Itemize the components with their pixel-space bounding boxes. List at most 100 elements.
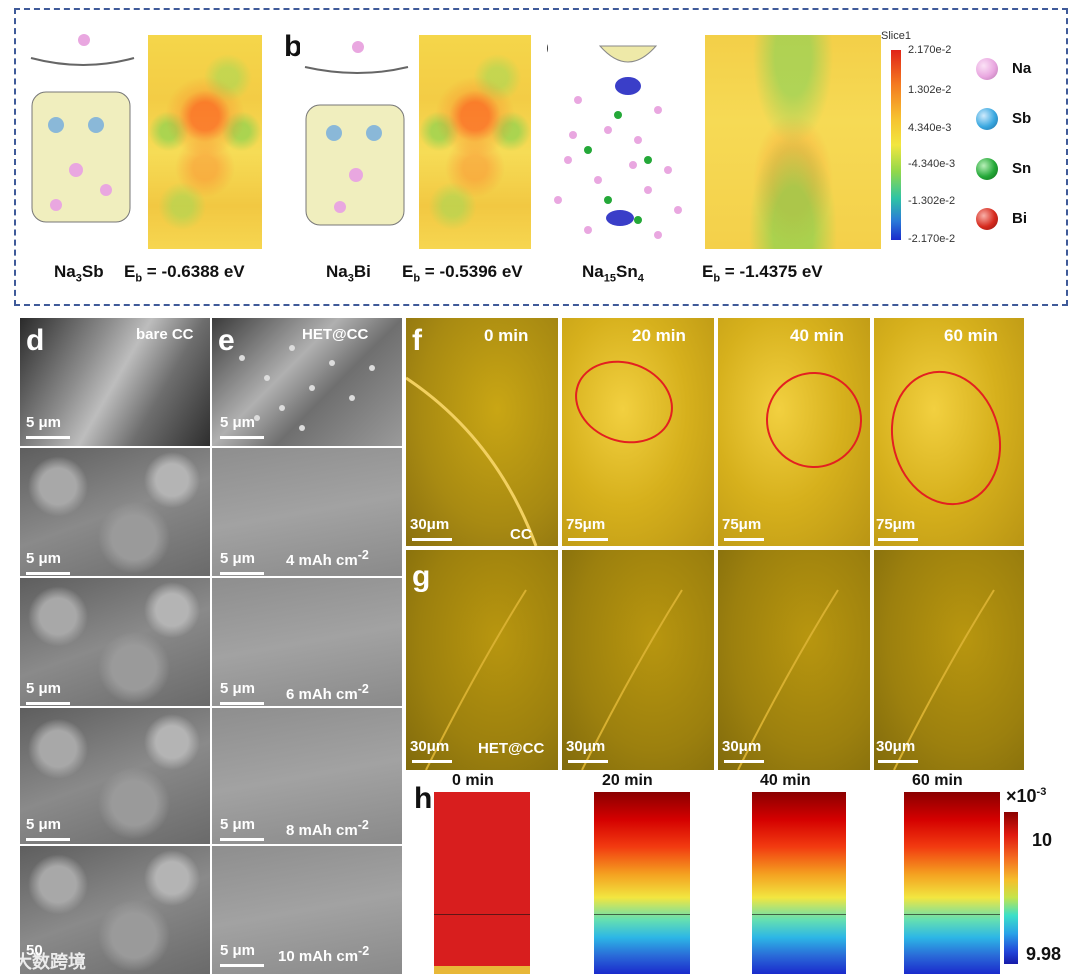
optical-g-scale: 30μm (876, 738, 916, 755)
sim-panel-3 (904, 792, 1000, 974)
sim-time: 40 min (760, 772, 811, 789)
sem-scale-label: 5 μm (26, 414, 62, 431)
slice-colorbar-tick: 1.302e-2 (908, 84, 952, 96)
sem-d-row2 (20, 578, 210, 706)
optical-scale-bar (724, 760, 764, 763)
slice-colorbar (891, 50, 901, 240)
dendrite-region-marker (563, 347, 685, 457)
sem-d-row3 (20, 708, 210, 844)
sem-scale-bar (220, 572, 264, 575)
sem-scale-bar (26, 838, 70, 841)
panel-a-charge-slice (148, 35, 262, 249)
watermark: 大数跨境 (14, 952, 86, 972)
sn-atom-icon (976, 158, 998, 180)
sem-d-row1 (20, 448, 210, 576)
slice-colorbar-title: Slice1 (881, 30, 911, 42)
panel-c-charge-slice (705, 35, 881, 249)
sb-atom-icon (976, 108, 998, 130)
optical-g-1 (562, 550, 714, 770)
optical-f-time: 60 min (944, 326, 998, 345)
panel-b-charge-slice (419, 35, 531, 249)
sem-scale-label: 5 μm (220, 680, 256, 697)
optical-scale-bar (724, 538, 764, 541)
slice-colorbar-tick: -1.302e-2 (908, 195, 956, 207)
optical-g-sample-tag: HET@CC (478, 740, 545, 757)
dendrite-region-marker (752, 358, 870, 482)
panel-b-compound: Na3Bi (326, 262, 371, 285)
sem-scale-label: 5 μm (26, 680, 62, 697)
sem-capacity-label: 8 mAh cm-2 (286, 818, 369, 839)
optical-f-time: 40 min (790, 326, 844, 345)
bi-atom-icon (976, 208, 998, 230)
sim-panel-1 (594, 792, 690, 974)
sim-time: 20 min (602, 772, 653, 789)
optical-f-time: 20 min (632, 326, 686, 345)
optical-scale-bar (568, 760, 608, 763)
optical-g-scale: 30μm (410, 738, 450, 755)
slice-colorbar-tick: -2.170e-2 (908, 233, 956, 245)
panel-b-isosurface (300, 35, 412, 245)
sem-scale-label: 5 μm (220, 550, 256, 567)
sem-scale-bar (26, 572, 70, 575)
panel-g-label: g (412, 560, 431, 593)
optical-scale-bar (412, 538, 452, 541)
optical-f-sample-tag: CC (510, 526, 532, 543)
sem-d-title: bare CC (136, 326, 194, 343)
sem-scale-label: 5 μm (26, 550, 62, 567)
optical-g-0 (406, 550, 558, 770)
sim-time: 0 min (452, 772, 494, 789)
optical-f-3 (874, 318, 1024, 546)
optical-scale-bar (412, 760, 452, 763)
optical-f-scale: 30μm (410, 516, 450, 533)
slice-colorbar-tick: 4.340e-3 (908, 122, 952, 134)
panel-c-binding-energy: Eb = -1.4375 eV (702, 262, 823, 285)
optical-g-2 (718, 550, 870, 770)
sem-scale-bar (26, 702, 70, 705)
sem-e-row1 (212, 448, 402, 576)
panel-f-label: f (412, 324, 422, 357)
optical-g-3 (874, 550, 1024, 770)
sem-scale-bar (26, 436, 70, 439)
optical-f-scale: 75μm (876, 516, 916, 533)
sem-scale-label: 5 μm (220, 414, 256, 431)
panel-a-isosurface (26, 30, 138, 245)
optical-scale-bar (568, 538, 608, 541)
panel-b-label: b (284, 30, 303, 63)
sim-panel-0 (434, 792, 530, 974)
sem-scale-bar (220, 702, 264, 705)
sem-scale-bar (220, 838, 264, 841)
sem-d-row4 (20, 846, 210, 974)
panel-c-compound: Na15Sn4 (582, 262, 644, 285)
sem-scale-bar (220, 964, 264, 967)
sem-scale-label: 5 μm (220, 942, 256, 959)
sem-scale-label: 5 μm (220, 816, 256, 833)
panel-a-compound: Na3Sb (54, 262, 104, 285)
slice-colorbar-tick: -4.340e-3 (908, 158, 956, 170)
optical-scale-bar (878, 538, 918, 541)
optical-f-1 (562, 318, 714, 546)
optical-g-scale: 30μm (566, 738, 606, 755)
optical-f-time: 0 min (484, 326, 529, 345)
optical-f-scale: 75μm (722, 516, 762, 533)
sem-scale-label: 50 (26, 942, 43, 959)
sim-colorbar-exponent: ×10-3 (1006, 786, 1047, 806)
optical-f-scale: 75μm (566, 516, 606, 533)
sem-e-row2 (212, 578, 402, 706)
sem-scale-label: 5 μm (26, 816, 62, 833)
sem-d-row0 (20, 318, 210, 446)
sem-capacity-label: 6 mAh cm-2 (286, 682, 369, 703)
panel-d-label: d (26, 324, 45, 357)
sem-e-row3 (212, 708, 402, 844)
sim-time: 60 min (912, 772, 963, 789)
sim-colorbar-min: 9.98 (1026, 944, 1062, 964)
optical-g-scale: 30μm (722, 738, 762, 755)
na-atom-icon (976, 58, 998, 80)
panel-e-label: e (218, 324, 235, 357)
optical-f-2 (718, 318, 870, 546)
sem-e-row4 (212, 846, 402, 974)
panel-b-binding-energy: Eb = -0.5396 eV (402, 262, 523, 285)
panel-a-binding-energy: Eb = -0.6388 eV (124, 262, 245, 285)
sem-scale-bar (220, 436, 264, 439)
dendrite-region-marker (876, 358, 1016, 518)
sem-capacity-label: 4 mAh cm-2 (286, 548, 369, 569)
